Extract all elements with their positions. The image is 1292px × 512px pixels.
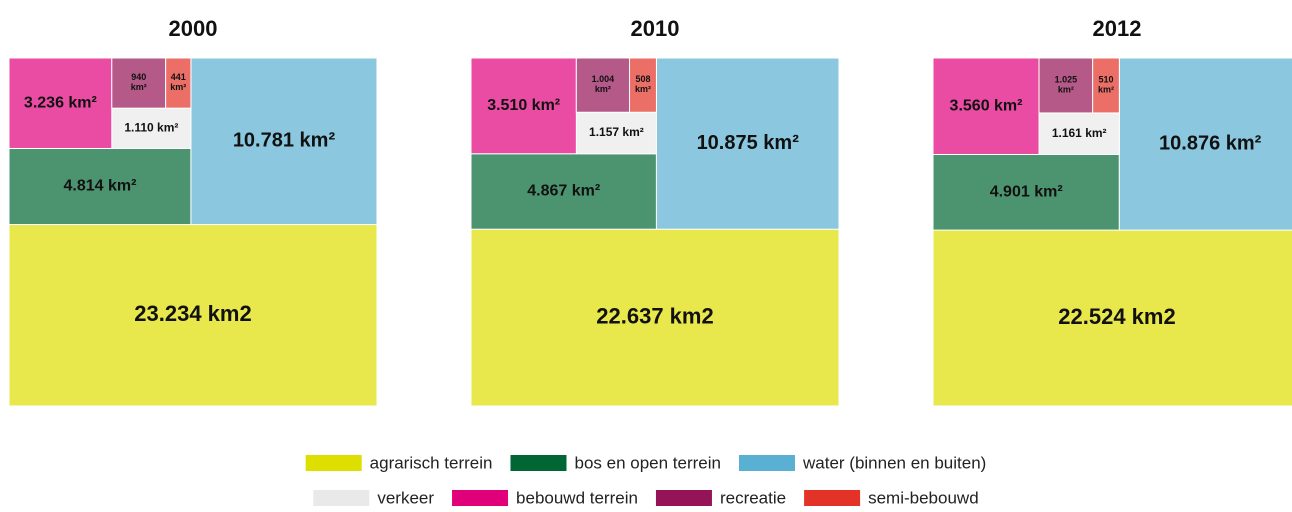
tile-label: 10.875 km² <box>697 132 800 154</box>
tile <box>629 57 657 113</box>
tile <box>655 57 840 230</box>
legend-swatch <box>510 455 567 471</box>
tile <box>470 153 657 230</box>
legend-label: recreatie <box>720 488 786 507</box>
tile <box>8 224 378 407</box>
tile <box>165 57 192 109</box>
tile <box>470 57 577 155</box>
tile <box>8 147 192 226</box>
tile <box>1118 57 1292 231</box>
tile <box>932 57 1040 155</box>
tile <box>8 57 113 149</box>
tile <box>470 228 840 407</box>
tile-label: 1.110 km² <box>124 120 178 134</box>
tile-label: 3.560 km² <box>950 97 1023 114</box>
chart-title: 2000 <box>169 16 218 41</box>
tile <box>932 229 1292 407</box>
legend-swatch <box>655 490 712 506</box>
tile-label: 10.781 km² <box>233 130 336 152</box>
tile-label: 22.637 km2 <box>596 303 713 328</box>
tile <box>1038 57 1094 114</box>
tile-label: 4.901 km² <box>990 184 1063 201</box>
legend-swatch <box>738 455 795 471</box>
tile-label: 3.236 km² <box>24 94 97 111</box>
tile-label: 441 km² <box>170 72 186 92</box>
tile-label: 23.234 km2 <box>134 301 251 326</box>
tile-label: 3.510 km² <box>487 97 560 114</box>
tile <box>190 57 378 226</box>
tile <box>575 57 631 113</box>
legend-label: semi-bebouwd <box>868 488 979 507</box>
tile <box>1092 57 1120 114</box>
tile-label: 10.876 km² <box>1159 132 1262 154</box>
tile-label: 510 km² <box>1098 75 1114 95</box>
tile-label: 508 km² <box>635 75 651 95</box>
chart-title: 2010 <box>631 16 680 41</box>
legend-swatch <box>313 490 370 506</box>
legend-label: bos en open terrein <box>574 453 721 472</box>
tile-label: 22.524 km2 <box>1058 304 1175 329</box>
legend-label: agrarisch terrein <box>370 453 493 472</box>
tile <box>111 57 167 109</box>
legend-swatch <box>804 490 861 506</box>
legend-label: bebouwd terrein <box>516 488 638 507</box>
tile-label: 1.025 km² <box>1055 75 1078 95</box>
tile-label: 1.161 km² <box>1052 126 1107 140</box>
legend-swatch <box>305 455 362 471</box>
tile <box>575 111 657 155</box>
legend-swatch <box>452 490 509 506</box>
tile-label: 4.867 km² <box>527 183 600 200</box>
legend-label: water (binnen en buiten) <box>802 453 986 472</box>
tile-label: 940 km² <box>131 72 147 92</box>
legend-label: verkeer <box>377 488 434 507</box>
tile-label: 1.004 km² <box>592 75 615 95</box>
tile-label: 1.157 km² <box>589 125 644 139</box>
tile <box>111 107 192 149</box>
tile-label: 4.814 km² <box>63 178 136 195</box>
chart-title: 2012 <box>1093 16 1142 41</box>
